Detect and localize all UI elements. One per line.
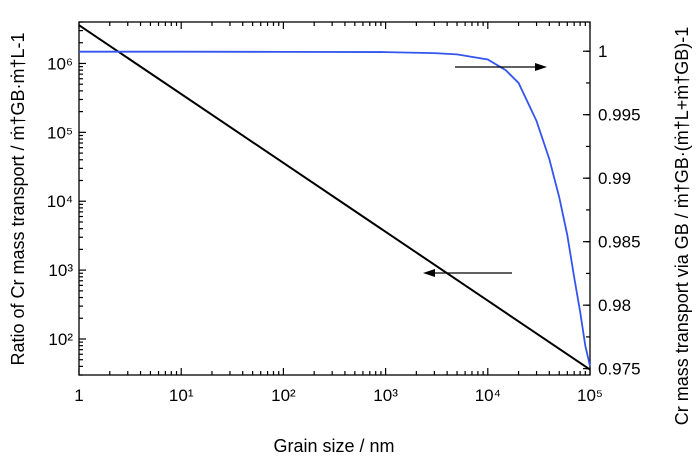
series-line-left — [78, 24, 591, 371]
y-left-tick-label: 10⁴ — [47, 192, 73, 211]
y-left-tick-label: 10⁵ — [47, 123, 73, 142]
x-tick-label: 10³ — [373, 386, 398, 405]
y-right-tick-label: 0.985 — [598, 233, 641, 252]
x-tick-label: 10⁵ — [577, 386, 603, 405]
x-tick-label: 10⁴ — [475, 386, 501, 405]
tick-labels: 1 10¹ 10² 10³ 10⁴ 10⁵ 10² 10³ 10⁴ 10⁵ 10⁶ 0.975 0.98… — [47, 42, 641, 405]
y-axis-left-title-text: Ratio of Cr mass transport / ṁ†GB·ṁ†L-1 — [8, 32, 28, 365]
ticks — [78, 21, 591, 376]
y-left-tick-label: 10² — [48, 330, 73, 349]
y-right-tick-label: 1 — [598, 42, 607, 61]
y-right-tick-label: 0.975 — [598, 360, 641, 379]
series-line-right — [79, 50, 591, 367]
x-tick-label: 10¹ — [169, 386, 194, 405]
x-tick-label: 1 — [74, 386, 83, 405]
arrows — [423, 63, 547, 277]
y-axis-right-title-text: Cr mass transport via GB / ṁ†GB·(ṁ†L+ṁ†G… — [672, 27, 692, 426]
series-layer — [78, 24, 591, 371]
y-right-tick-label: 0.995 — [598, 106, 641, 125]
y-axis-right-title: Cr mass transport via GB / ṁ†GB·(ṁ†L+ṁ†G… — [672, 27, 692, 426]
y-axis-left-title: Ratio of Cr mass transport / ṁ†GB·ṁ†L-1 — [8, 32, 28, 365]
right-axis-arrowhead-icon — [535, 63, 547, 71]
y-right-tick-label: 0.98 — [598, 296, 631, 315]
plot-frame — [78, 21, 591, 376]
y-right-tick-label: 0.99 — [598, 169, 631, 188]
x-tick-label: 10² — [271, 386, 296, 405]
left-axis-arrowhead-icon — [423, 269, 435, 277]
x-axis-title: Grain size / nm — [273, 436, 394, 456]
y-left-tick-label: 10³ — [48, 261, 73, 280]
y-left-tick-label: 10⁶ — [47, 54, 73, 73]
